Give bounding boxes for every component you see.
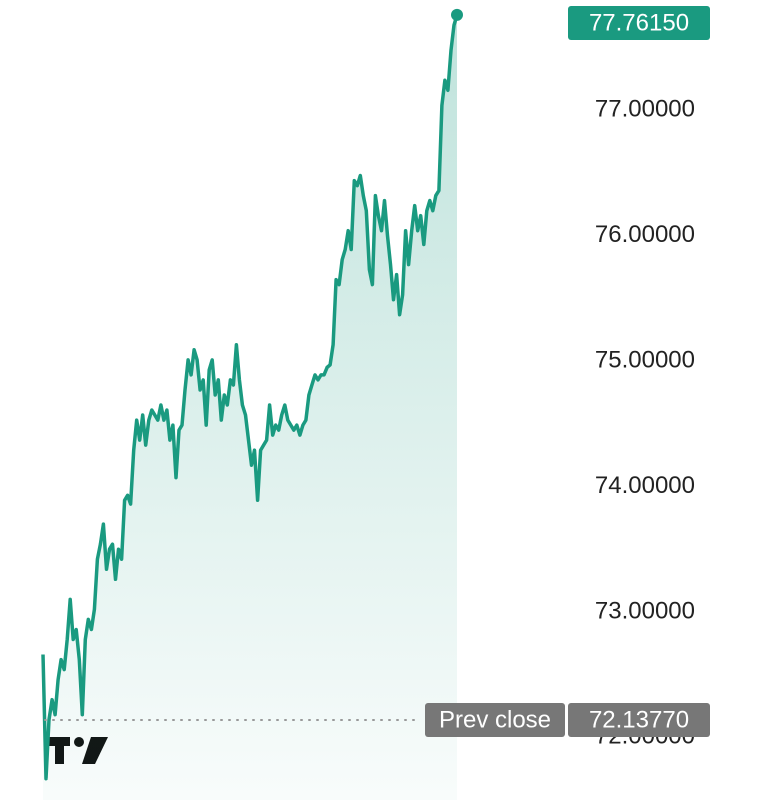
reference-label-box [425,703,565,738]
reference-value: 72.13770 [589,706,689,733]
y-tick-label: 73.00000 [595,597,695,624]
last-point [451,8,463,21]
y-tick-label: 74.00000 [595,472,695,499]
last-price-label: 77.76150 [589,9,689,36]
y-tick-label: 76.00000 [595,221,695,248]
reference-value-box [568,703,710,738]
y-tick-label: 75.00000 [595,346,695,373]
reference-label: Prev close [439,706,551,733]
y-tick-label: 77.00000 [595,96,695,123]
last-price-box [568,6,710,40]
area [43,14,457,800]
line [41,14,459,781]
